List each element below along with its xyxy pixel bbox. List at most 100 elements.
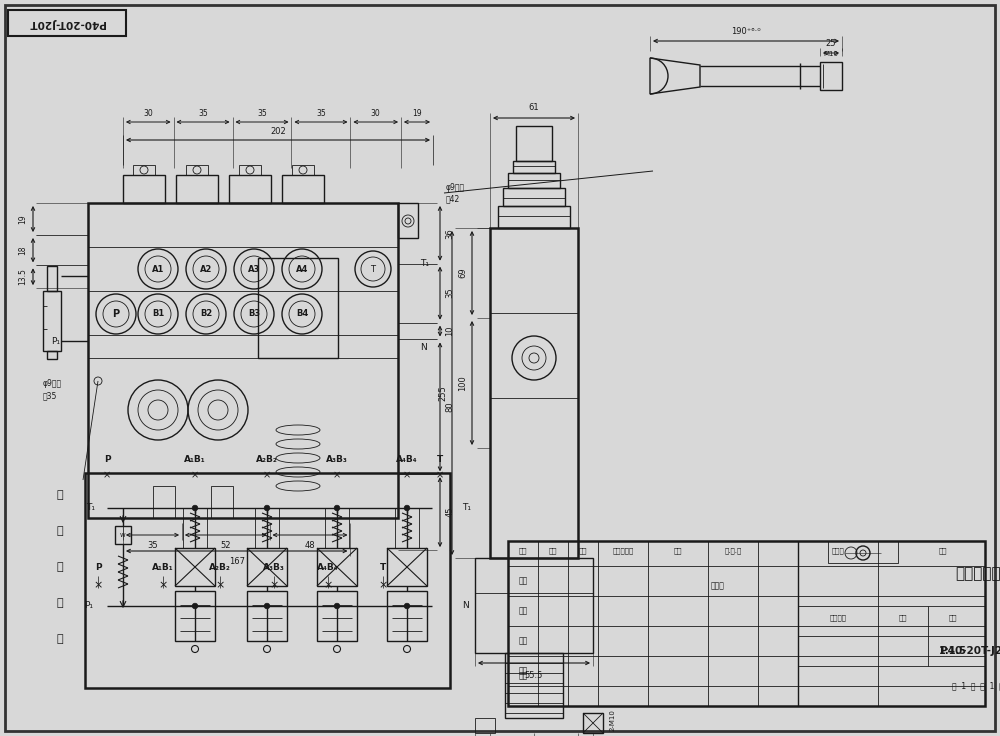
Text: A₃B₃: A₃B₃ bbox=[326, 455, 348, 464]
Text: A₃B₃: A₃B₃ bbox=[263, 564, 285, 573]
Circle shape bbox=[404, 505, 410, 511]
Text: 52: 52 bbox=[221, 540, 231, 550]
Bar bbox=[513, 161, 555, 173]
Bar bbox=[176, 175, 218, 203]
Circle shape bbox=[264, 505, 270, 511]
Text: T: T bbox=[380, 564, 386, 573]
Bar bbox=[387, 591, 427, 641]
Text: 35: 35 bbox=[446, 288, 454, 299]
Text: 批准: 批准 bbox=[518, 671, 528, 681]
Circle shape bbox=[334, 505, 340, 511]
Text: N: N bbox=[462, 601, 469, 610]
Bar bbox=[317, 591, 357, 641]
Text: φ9通孔: φ9通孔 bbox=[446, 183, 465, 193]
Text: 190⁺⁶·⁰: 190⁺⁶·⁰ bbox=[731, 26, 761, 35]
Bar bbox=[398, 203, 418, 238]
Bar bbox=[475, 558, 593, 653]
Text: 年.月.日: 年.月.日 bbox=[724, 548, 742, 554]
Text: 19: 19 bbox=[412, 108, 422, 118]
Text: B1: B1 bbox=[152, 310, 164, 319]
Text: ×: × bbox=[269, 580, 279, 590]
Bar bbox=[317, 548, 357, 586]
Text: 类型: 类型 bbox=[939, 548, 947, 554]
Text: P: P bbox=[112, 309, 120, 319]
Bar bbox=[175, 548, 215, 586]
Text: T: T bbox=[437, 455, 443, 464]
Bar bbox=[247, 591, 287, 641]
Text: φ9通孔: φ9通孔 bbox=[43, 378, 62, 387]
Bar bbox=[88, 203, 398, 518]
Text: N: N bbox=[420, 344, 427, 353]
Text: 分区: 分区 bbox=[579, 548, 587, 554]
Bar bbox=[115, 526, 131, 544]
Text: B4: B4 bbox=[296, 310, 308, 319]
Text: 35: 35 bbox=[198, 108, 208, 118]
Text: 30: 30 bbox=[143, 108, 153, 118]
Bar bbox=[175, 591, 215, 641]
Bar bbox=[508, 541, 985, 706]
Bar bbox=[292, 165, 314, 175]
Text: ×: × bbox=[436, 470, 444, 480]
Text: 比例: 比例 bbox=[949, 615, 957, 621]
Bar bbox=[516, 126, 552, 161]
Text: ×: × bbox=[158, 580, 168, 590]
Text: 100: 100 bbox=[458, 375, 468, 391]
Circle shape bbox=[404, 604, 410, 609]
Text: A₂B₂: A₂B₂ bbox=[256, 455, 278, 464]
Text: 标记: 标记 bbox=[519, 548, 527, 554]
Text: 标准化: 标准化 bbox=[711, 581, 725, 590]
Text: A4: A4 bbox=[296, 264, 308, 274]
Text: P40-20T-J20T: P40-20T-J20T bbox=[940, 646, 1000, 656]
Text: B2: B2 bbox=[200, 310, 212, 319]
Text: ×: × bbox=[333, 470, 341, 480]
Bar bbox=[85, 473, 450, 688]
Bar bbox=[475, 718, 495, 733]
Text: ×: × bbox=[378, 580, 388, 590]
Text: ×: × bbox=[403, 470, 411, 480]
Text: ×: × bbox=[215, 580, 225, 590]
Text: P: P bbox=[104, 455, 110, 464]
Text: 压: 压 bbox=[57, 526, 63, 536]
Bar bbox=[282, 175, 324, 203]
Text: A₄B₄: A₄B₄ bbox=[396, 455, 418, 464]
Text: P₁: P₁ bbox=[84, 601, 93, 610]
Text: 35: 35 bbox=[147, 540, 158, 550]
Text: 18: 18 bbox=[18, 245, 28, 255]
Bar bbox=[133, 165, 155, 175]
Text: A₂B₂: A₂B₂ bbox=[209, 564, 231, 573]
Bar bbox=[828, 541, 898, 563]
Bar bbox=[43, 291, 61, 351]
Text: 255: 255 bbox=[438, 385, 448, 401]
Bar bbox=[490, 228, 578, 558]
Text: 69: 69 bbox=[458, 268, 468, 278]
Circle shape bbox=[192, 604, 198, 609]
Bar bbox=[239, 165, 261, 175]
Text: 高42: 高42 bbox=[446, 194, 460, 203]
Bar bbox=[123, 175, 165, 203]
Bar bbox=[583, 713, 603, 733]
Text: T₁: T₁ bbox=[462, 503, 471, 512]
Bar bbox=[153, 486, 175, 518]
Text: 13.5: 13.5 bbox=[18, 268, 28, 285]
Text: 液: 液 bbox=[57, 490, 63, 500]
Text: 图: 图 bbox=[57, 634, 63, 644]
Bar bbox=[820, 62, 842, 90]
Text: 35: 35 bbox=[316, 108, 326, 118]
Text: M10: M10 bbox=[824, 51, 838, 57]
Text: 48: 48 bbox=[305, 540, 315, 550]
Bar bbox=[508, 173, 560, 188]
Bar bbox=[186, 165, 208, 175]
Text: 80: 80 bbox=[446, 402, 454, 412]
Text: 高35: 高35 bbox=[43, 392, 57, 400]
Circle shape bbox=[192, 505, 198, 511]
Text: 共  1  张  第  1  张: 共 1 张 第 1 张 bbox=[952, 682, 1000, 690]
Bar bbox=[387, 548, 427, 586]
Text: A2: A2 bbox=[200, 264, 212, 274]
Text: A1: A1 bbox=[152, 264, 164, 274]
Text: 四联多路阀: 四联多路阀 bbox=[955, 567, 1000, 581]
Circle shape bbox=[334, 604, 340, 609]
Text: 原: 原 bbox=[57, 562, 63, 572]
Text: 36: 36 bbox=[446, 228, 454, 238]
Text: ×: × bbox=[263, 470, 271, 480]
Bar bbox=[498, 206, 570, 228]
